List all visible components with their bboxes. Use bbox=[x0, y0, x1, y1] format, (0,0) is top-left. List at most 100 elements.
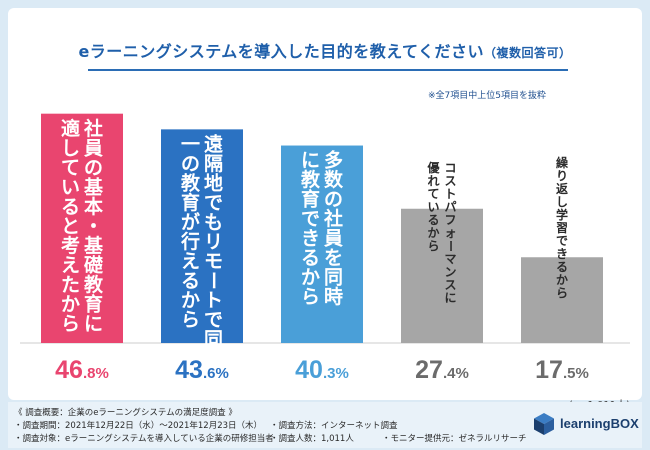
svg-text:ー: ー bbox=[202, 271, 224, 290]
svg-text:・: ・ bbox=[84, 215, 103, 237]
svg-text:で: で bbox=[301, 208, 320, 230]
svg-text:マ: マ bbox=[444, 252, 456, 266]
monitor-provider: ・モニター提供元：ゼネラルリサーチ bbox=[382, 434, 527, 444]
svg-text:の: の bbox=[324, 189, 343, 211]
bar-1 bbox=[41, 113, 123, 344]
svg-text:か: か bbox=[61, 293, 80, 315]
cube-icon bbox=[534, 413, 554, 435]
svg-text:が: が bbox=[181, 211, 200, 234]
svg-text:ら: ら bbox=[427, 239, 439, 253]
svg-text:え: え bbox=[181, 251, 200, 273]
svg-text:る: る bbox=[556, 260, 568, 274]
svg-text:隔: 隔 bbox=[204, 153, 223, 175]
selection-note: ※全7項目中上位5項目を抜粋 bbox=[428, 91, 546, 101]
svg-text:数: 数 bbox=[324, 168, 344, 191]
svg-text:る: る bbox=[427, 213, 439, 227]
svg-text:い: い bbox=[427, 200, 439, 214]
svg-text:員: 員 bbox=[84, 137, 103, 159]
svg-text:ス: ス bbox=[444, 174, 456, 188]
svg-text:も: も bbox=[204, 212, 223, 234]
svg-text:ト: ト bbox=[444, 187, 456, 201]
value-label-2: 43.6% bbox=[175, 356, 229, 384]
svg-text:習: 習 bbox=[556, 221, 568, 235]
svg-text:か: か bbox=[301, 267, 320, 289]
svg-text:で: で bbox=[556, 234, 568, 248]
svg-text:優: 優 bbox=[426, 160, 440, 175]
svg-text:て: て bbox=[61, 157, 80, 179]
chart-title-main: eラーニングシステムを導入した目的を教えてください bbox=[78, 42, 485, 61]
svg-text:一: 一 bbox=[181, 134, 200, 156]
svg-text:に: に bbox=[444, 291, 456, 305]
svg-text:ら: ら bbox=[556, 286, 568, 300]
bar-chart: 社員の基本・基礎教育に適していると考えたから46.8%遠隔地でもリモートで同一の… bbox=[20, 113, 630, 384]
svg-text:ー: ー bbox=[443, 240, 457, 252]
value-label-5: 17.5% bbox=[535, 356, 589, 384]
svg-text:教: 教 bbox=[301, 168, 321, 191]
value-label-3: 40.3% bbox=[295, 356, 349, 384]
svg-text:ト: ト bbox=[204, 290, 223, 312]
survey-count: ・調査人数：1,011人 bbox=[270, 434, 354, 444]
svg-text:か: か bbox=[556, 273, 568, 287]
svg-text:基: 基 bbox=[83, 175, 104, 198]
svg-text:本: 本 bbox=[84, 195, 103, 218]
svg-text:ン: ン bbox=[444, 265, 456, 279]
svg-text:で: で bbox=[204, 192, 223, 214]
svg-text:育: 育 bbox=[181, 191, 200, 214]
svg-text:て: て bbox=[427, 187, 439, 201]
svg-text:地: 地 bbox=[204, 172, 223, 195]
survey-method: ・調査方法：インターネット調査 bbox=[270, 421, 398, 431]
survey-footer: 《 調査概要：企業のeラーニングシステムの満足度調査 》 ・調査期間：2021年… bbox=[8, 402, 642, 448]
svg-text:員: 員 bbox=[324, 228, 343, 250]
svg-text:と: と bbox=[61, 215, 80, 237]
chart-title-suffix: （複数回答可） bbox=[484, 46, 572, 60]
svg-text:る: る bbox=[301, 247, 320, 269]
bar-4 bbox=[401, 208, 483, 343]
svg-text:基: 基 bbox=[83, 234, 104, 257]
svg-text:を: を bbox=[324, 247, 343, 269]
logo-text: learningBOX bbox=[560, 416, 639, 431]
svg-text:適: 適 bbox=[61, 117, 80, 140]
svg-text:る: る bbox=[181, 270, 200, 292]
svg-text:多: 多 bbox=[324, 149, 343, 172]
bar-2 bbox=[161, 129, 243, 343]
svg-text:ォ: ォ bbox=[444, 226, 456, 240]
svg-text:い: い bbox=[61, 176, 80, 198]
svg-text:か: か bbox=[181, 290, 200, 312]
svg-text:考: 考 bbox=[61, 235, 80, 257]
value-label-4: 27.4% bbox=[415, 356, 469, 384]
svg-text:の: の bbox=[181, 153, 200, 175]
svg-text:に: に bbox=[84, 313, 103, 335]
svg-text:の: の bbox=[84, 157, 103, 179]
svg-text:教: 教 bbox=[84, 273, 104, 296]
svg-text:行: 行 bbox=[180, 230, 200, 253]
svg-text:え: え bbox=[61, 254, 80, 276]
svg-text:教: 教 bbox=[181, 172, 201, 195]
svg-text:に: に bbox=[301, 150, 320, 172]
survey-overview: 《 調査概要：企業のeラーニングシステムの満足度調査 》 bbox=[14, 408, 237, 418]
svg-text:コ: コ bbox=[444, 161, 456, 175]
svg-text:リ: リ bbox=[204, 231, 223, 253]
svg-text:返: 返 bbox=[556, 181, 568, 196]
svg-text:礎: 礎 bbox=[83, 253, 103, 276]
svg-text:る: る bbox=[61, 196, 80, 218]
svg-text:り: り bbox=[556, 169, 568, 183]
bar-3 bbox=[281, 145, 363, 343]
svg-text:ら: ら bbox=[181, 309, 200, 331]
svg-text:れ: れ bbox=[427, 174, 439, 188]
bar-5 bbox=[521, 257, 603, 343]
svg-text:ら: ら bbox=[301, 286, 320, 308]
svg-text:ら: ら bbox=[61, 313, 80, 335]
svg-text:時: 時 bbox=[324, 286, 343, 308]
svg-text:モ: モ bbox=[204, 251, 223, 273]
svg-text:き: き bbox=[301, 228, 320, 250]
value-label-1: 46.8% bbox=[55, 356, 109, 384]
svg-text:フ: フ bbox=[444, 213, 456, 227]
svg-text:育: 育 bbox=[301, 188, 320, 211]
svg-text:で: で bbox=[204, 309, 223, 331]
svg-text:き: き bbox=[556, 247, 568, 261]
svg-text:し: し bbox=[556, 195, 568, 209]
survey-period: ・調査期間：2021年12月22日（水）～2021年12月23日（木） bbox=[14, 421, 263, 431]
